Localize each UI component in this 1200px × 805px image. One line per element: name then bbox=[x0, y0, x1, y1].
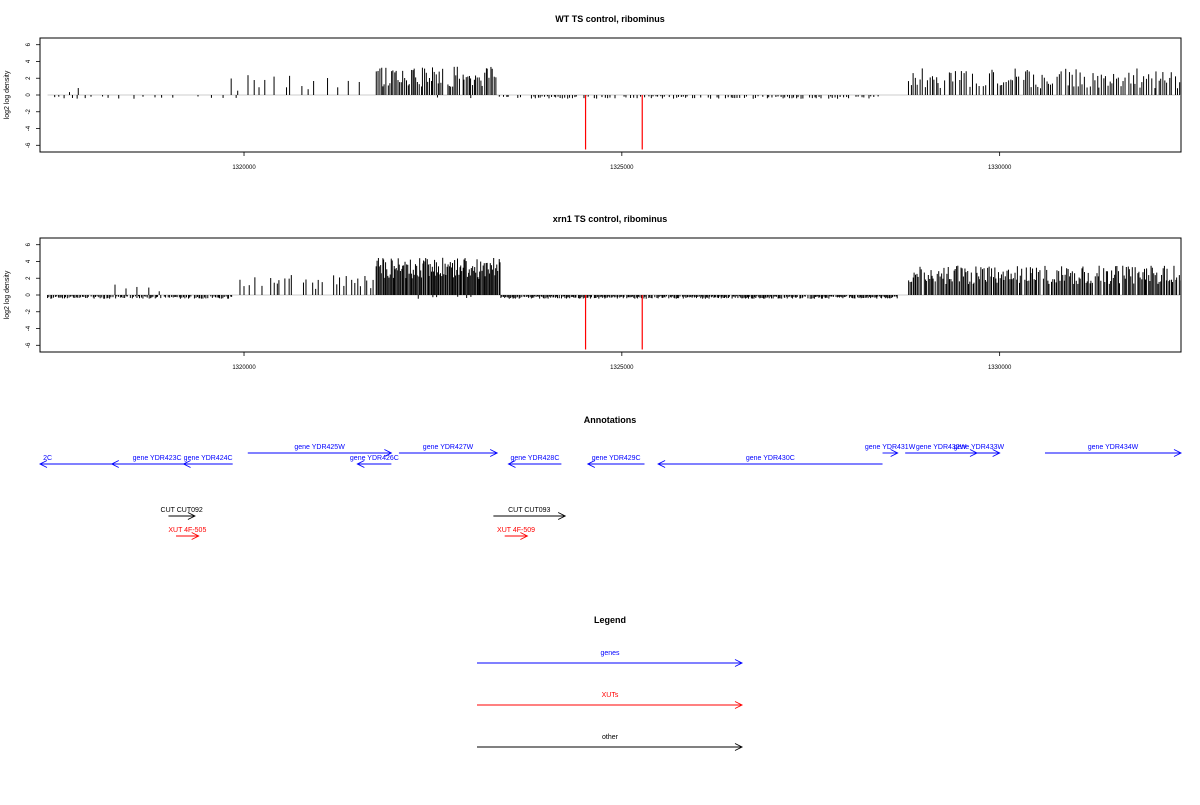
y-tick-label: 2 bbox=[26, 76, 32, 80]
annotation-feature: XUT 4F-505 bbox=[168, 527, 206, 540]
arrow-head bbox=[1173, 449, 1183, 457]
arrow-head bbox=[191, 532, 200, 540]
annotation-feature: XUT 4F-509 bbox=[497, 527, 535, 540]
feature-label: gene YDR430C bbox=[746, 455, 795, 462]
xrn1-panel-title: xrn1 TS control, ribominus bbox=[553, 214, 668, 224]
arrow-head bbox=[520, 532, 529, 540]
feature-label: gene YDR429C bbox=[592, 455, 641, 462]
feature-label: gene YDR432W bbox=[916, 444, 967, 451]
xrn1-y-axis: -6 -4 -2 0 2 4 6 bbox=[26, 242, 40, 348]
y-tick-label: 6 bbox=[26, 42, 32, 46]
feature-label: XUT 4F-505 bbox=[168, 527, 206, 534]
legend-item: XUTs bbox=[477, 692, 744, 709]
wt-bars bbox=[47, 66, 1181, 150]
y-tick-label: -6 bbox=[26, 142, 32, 148]
wt-y-axis: -6 -4 -2 0 2 4 6 bbox=[26, 42, 40, 148]
arrow-head bbox=[384, 449, 393, 457]
y-tick-label: -2 bbox=[26, 308, 32, 314]
feature-label: 2C bbox=[43, 455, 52, 462]
feature-label: gene YDR427W bbox=[423, 444, 474, 451]
feature-label: CUT CUT092 bbox=[161, 507, 203, 514]
xrn1-bars bbox=[47, 257, 1182, 350]
legend-items: genes XUTs other bbox=[477, 650, 744, 751]
feature-label: gene YDR423C bbox=[133, 455, 182, 462]
arrow-head bbox=[356, 460, 365, 468]
legend: Legend genes XUTs other bbox=[477, 615, 744, 751]
arrow-head bbox=[890, 449, 899, 457]
y-tick-label: 4 bbox=[26, 59, 32, 63]
annotations-track: Annotations 2C gene YDR423C gene YDR424C ge… bbox=[38, 415, 1183, 540]
y-tick-label: 6 bbox=[26, 242, 32, 246]
annotation-feature: gene YDR427W bbox=[398, 444, 499, 457]
arrow-head bbox=[182, 460, 191, 468]
annotation-feature: gene YDR430C bbox=[657, 455, 883, 468]
feature-label: gene YDR428C bbox=[510, 455, 559, 462]
x-tick-label: 1330000 bbox=[988, 365, 1012, 371]
legend-item: other bbox=[477, 734, 744, 751]
wt-coverage-panel: WT TS control, ribominus log2 log densit… bbox=[4, 14, 1182, 171]
annotation-feature: gene YDR429C bbox=[586, 455, 645, 468]
y-tick-label: 0 bbox=[26, 93, 32, 97]
x-tick-label: 1325000 bbox=[610, 365, 634, 371]
annotation-feature: 2C bbox=[38, 455, 116, 468]
arrow-head bbox=[489, 449, 499, 457]
x-tick-label: 1320000 bbox=[232, 165, 256, 171]
annotations-title: Annotations bbox=[584, 415, 637, 425]
feature-label: gene YDR434W bbox=[1088, 444, 1139, 451]
annotation-feature: gene YDR431W bbox=[865, 444, 916, 457]
arrow-head bbox=[110, 460, 119, 468]
feature-label: gene YDR426C bbox=[350, 455, 399, 462]
feature-label: gene YDR425W bbox=[294, 444, 345, 451]
x-tick-label: 1320000 bbox=[232, 365, 256, 371]
x-tick-label: 1325000 bbox=[610, 165, 634, 171]
y-tick-label: -4 bbox=[26, 325, 32, 331]
annotation-feature: CUT CUT093 bbox=[493, 507, 567, 520]
annotation-feature: gene YDR428C bbox=[507, 455, 562, 468]
feature-label: gene YDR431W bbox=[865, 444, 916, 451]
y-tick-label: 4 bbox=[26, 259, 32, 263]
xrn1-x-axis: 1320000 1325000 1330000 bbox=[232, 352, 1012, 371]
x-tick-label: 1330000 bbox=[988, 165, 1012, 171]
annotation-feature: gene YDR425W bbox=[247, 444, 393, 457]
y-tick-label: -6 bbox=[26, 342, 32, 348]
arrow-head bbox=[187, 512, 196, 520]
arrow-head bbox=[586, 460, 596, 468]
xrn1-y-axis-label: log2 log density bbox=[4, 270, 11, 319]
legend-label: XUTs bbox=[602, 692, 619, 699]
feature-label: gene YDR424C bbox=[184, 455, 233, 462]
wt-y-axis-label: log2 log density bbox=[4, 70, 11, 119]
wt-panel-title: WT TS control, ribominus bbox=[555, 14, 665, 24]
arrow-head bbox=[734, 701, 744, 709]
feature-label: XUT 4F-509 bbox=[497, 527, 535, 534]
annotation-feature: gene YDR434W bbox=[1044, 444, 1183, 457]
arrow-head bbox=[557, 512, 567, 520]
arrow-head bbox=[38, 460, 48, 468]
arrow-head bbox=[734, 659, 744, 667]
arrow-head bbox=[992, 449, 1001, 457]
y-tick-label: 2 bbox=[26, 276, 32, 280]
legend-title: Legend bbox=[594, 615, 626, 625]
legend-item: genes bbox=[477, 650, 744, 667]
annotation-feature: CUT CUT092 bbox=[161, 507, 203, 520]
annotation-feature: gene YDR424C bbox=[182, 455, 233, 468]
arrow-head bbox=[657, 460, 666, 468]
feature-label: CUT CUT093 bbox=[508, 507, 550, 514]
wt-x-axis: 1320000 1325000 1330000 bbox=[232, 152, 1012, 171]
y-tick-label: -4 bbox=[26, 125, 32, 131]
annotation-feature: gene YDR426C bbox=[350, 455, 399, 468]
arrow-head bbox=[734, 743, 744, 751]
xrn1-coverage-panel: xrn1 TS control, ribominus log2 log dens… bbox=[4, 214, 1182, 371]
y-tick-label: -2 bbox=[26, 108, 32, 114]
feature-label: gene YDR433W bbox=[954, 444, 1005, 451]
annotation-feature: gene YDR433W bbox=[954, 444, 1005, 457]
annotation-features: 2C gene YDR423C gene YDR424C gene YDR425W ge… bbox=[38, 444, 1183, 540]
y-tick-label: 0 bbox=[26, 293, 32, 297]
arrow-head bbox=[507, 460, 516, 468]
legend-label: other bbox=[602, 734, 619, 741]
legend-label: genes bbox=[600, 650, 620, 657]
